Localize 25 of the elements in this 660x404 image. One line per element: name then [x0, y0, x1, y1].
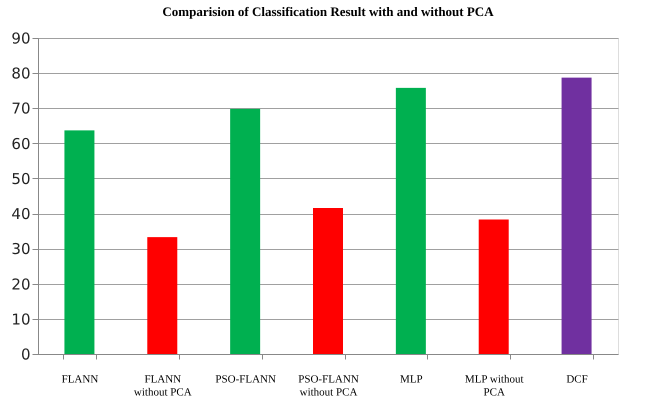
bar [396, 88, 426, 354]
y-tick-label: 30 [11, 240, 30, 258]
x-tick-label: PSO-FLANN [215, 374, 276, 386]
bar [230, 108, 260, 354]
y-tick-label: 0 [20, 346, 30, 364]
chart-title: Comparision of Classification Result with and without PCA [162, 4, 494, 19]
x-tick-label: PSO-FLANN without PCA [298, 374, 359, 398]
bar [64, 130, 94, 354]
x-tick-label: MLP [400, 374, 423, 386]
bar [478, 220, 509, 354]
x-tick-label: MLP without PCA [464, 374, 524, 398]
y-tick-label: 10 [11, 310, 30, 328]
y-tick-label: 50 [11, 170, 30, 188]
y-tick-label: 90 [11, 30, 30, 48]
x-tick-label: FLANN [62, 374, 98, 386]
y-tick-label: 40 [11, 205, 30, 224]
x-tick-label: FLANN without PCA [134, 374, 192, 398]
bar [147, 237, 178, 354]
bar [313, 208, 343, 354]
x-tick-label: DCF [566, 374, 588, 386]
y-tick-label: 20 [11, 275, 30, 294]
y-tick-label: 70 [11, 100, 30, 118]
y-tick-label: 60 [11, 134, 30, 153]
bar [562, 78, 592, 354]
y-tick-label: 80 [11, 64, 30, 83]
